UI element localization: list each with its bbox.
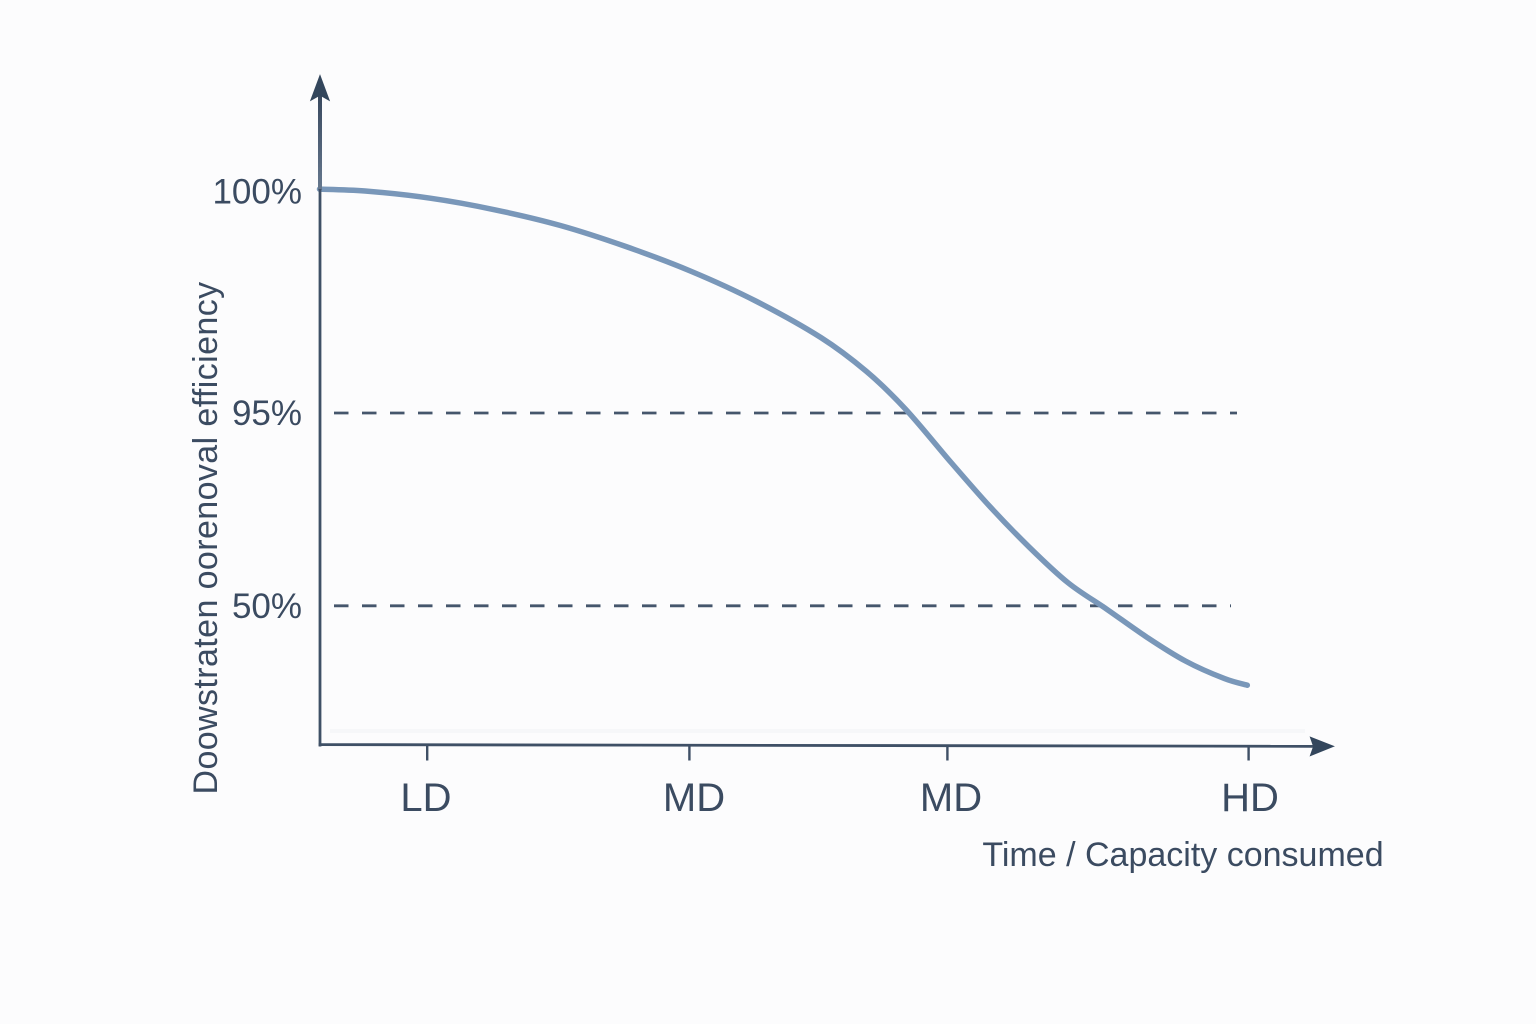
svg-text:Time / Capacity consumed: Time / Capacity consumed — [982, 836, 1383, 874]
svg-text:HD: HD — [1221, 776, 1279, 820]
svg-text:100%: 100% — [212, 173, 302, 212]
svg-text:MD: MD — [920, 776, 982, 820]
svg-text:95%: 95% — [232, 394, 302, 433]
svg-text:Doowstraten oorenoval efficien: Doowstraten oorenoval efficiency — [187, 281, 225, 794]
svg-text:MD: MD — [663, 776, 725, 820]
svg-text:50%: 50% — [232, 587, 302, 626]
svg-text:LD: LD — [400, 776, 451, 820]
